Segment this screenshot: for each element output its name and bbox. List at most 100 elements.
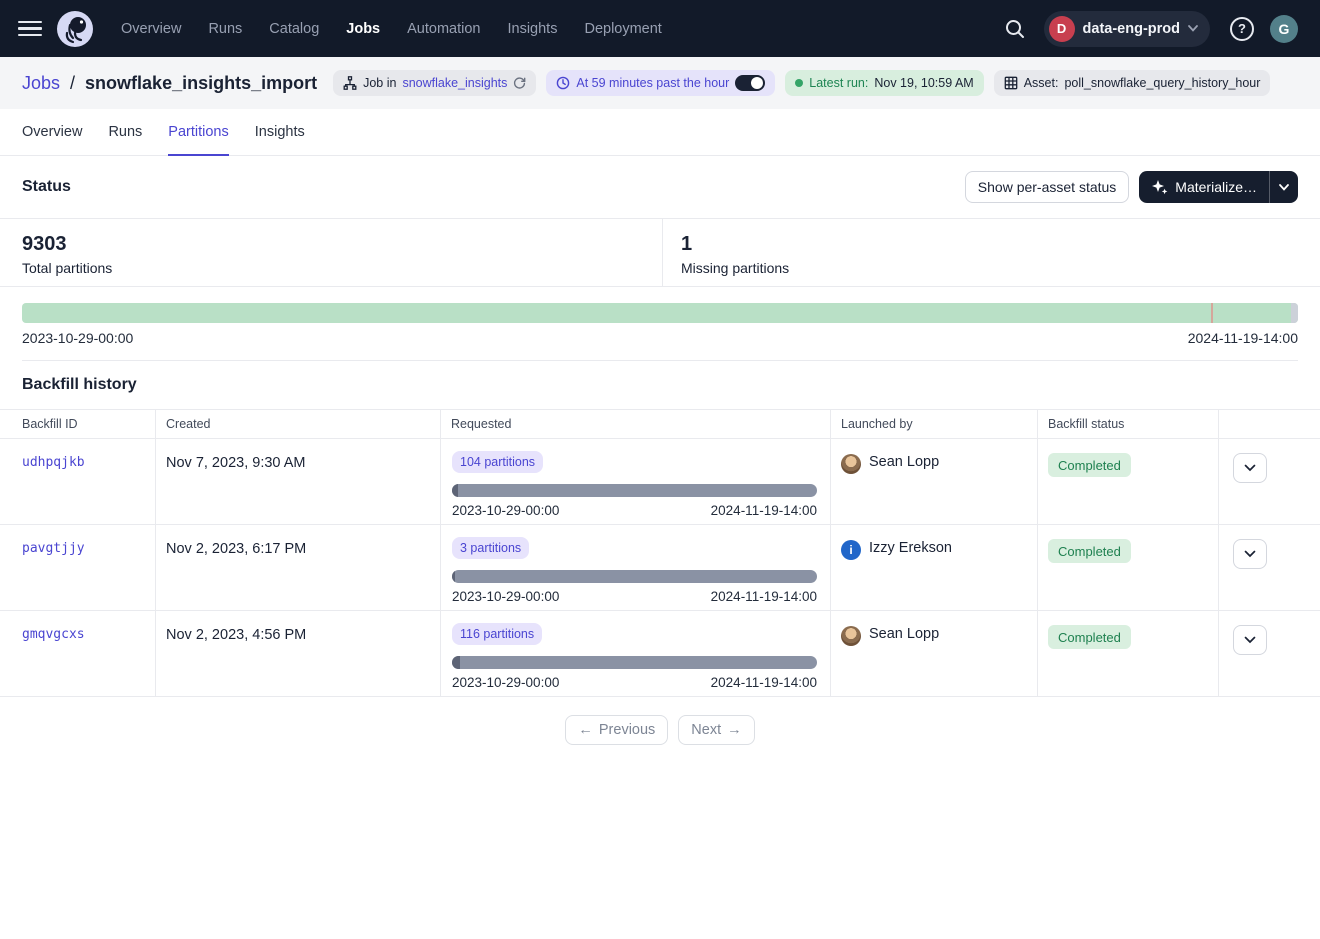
- total-partitions-label: Total partitions: [22, 260, 662, 276]
- materialize-button-group: Materialize…: [1139, 171, 1298, 203]
- arrow-left-icon: ←: [578, 722, 593, 738]
- status-badge: Completed: [1048, 625, 1131, 649]
- primary-nav: Overview Runs Catalog Jobs Automation In…: [121, 21, 662, 37]
- backfill-id-link[interactable]: udhpqjkb: [22, 455, 85, 470]
- status-title: Status: [22, 178, 71, 196]
- missing-partitions-value: 1: [681, 232, 1320, 256]
- tab-insights[interactable]: Insights: [255, 109, 305, 156]
- backfill-created: Nov 7, 2023, 9:30 AM: [155, 439, 440, 524]
- help-icon[interactable]: ?: [1230, 17, 1254, 41]
- job-graph-icon: [343, 76, 357, 90]
- chevron-down-icon: [1244, 550, 1256, 558]
- schedule-badge: At 59 minutes past the hour: [546, 70, 775, 96]
- col-backfill-status: Backfill status: [1037, 410, 1218, 438]
- nav-item-catalog[interactable]: Catalog: [269, 21, 319, 37]
- breadcrumb-bar: Jobs / snowflake_insights_import Job in …: [0, 57, 1320, 109]
- clock-icon: [556, 76, 570, 90]
- partition-range-start: 2023-10-29-00:00: [22, 330, 133, 346]
- backfill-id-link[interactable]: gmqvgcxs: [22, 627, 85, 642]
- job-location-link[interactable]: snowflake_insights: [402, 76, 507, 90]
- top-nav: Overview Runs Catalog Jobs Automation In…: [0, 0, 1320, 57]
- launched-by-name: Sean Lopp: [869, 454, 939, 470]
- range-end: 2024-11-19-14:00: [711, 589, 817, 604]
- asset-table-icon: [1004, 76, 1018, 90]
- reload-icon[interactable]: [513, 77, 526, 90]
- pagination: ← Previous Next →: [0, 715, 1320, 745]
- latest-run-time[interactable]: Nov 19, 10:59 AM: [874, 76, 973, 90]
- asset-label: Asset:: [1024, 76, 1059, 90]
- run-status-dot-icon: [795, 79, 803, 87]
- materialize-dropdown-caret[interactable]: [1269, 171, 1298, 203]
- dagster-logo-icon[interactable]: [57, 11, 93, 47]
- table-row: gmqvgcxs Nov 2, 2023, 4:56 PM 116 partit…: [0, 611, 1320, 697]
- user-letter-avatar: i: [841, 540, 861, 560]
- nav-item-overview[interactable]: Overview: [121, 21, 181, 37]
- range-start: 2023-10-29-00:00: [452, 675, 559, 690]
- table-row: udhpqjkb Nov 7, 2023, 9:30 AM 104 partit…: [0, 439, 1320, 525]
- chevron-down-icon: [1244, 464, 1256, 472]
- job-location-prefix: Job in: [363, 76, 396, 90]
- status-header: Status Show per-asset status Materialize…: [0, 156, 1320, 218]
- partition-health-bar[interactable]: [22, 303, 1298, 323]
- backfill-id-link[interactable]: pavgtjjy: [22, 541, 85, 556]
- requested-partitions-tag: 116 partitions: [452, 623, 542, 645]
- asset-badge[interactable]: Asset: poll_snowflake_query_history_hour: [994, 70, 1271, 96]
- sparkle-icon: [1151, 179, 1168, 195]
- nav-item-automation[interactable]: Automation: [407, 21, 480, 37]
- breadcrumb-separator: /: [70, 73, 75, 94]
- chevron-down-icon: [1188, 25, 1198, 32]
- partition-health-section: 2023-10-29-00:00 2024-11-19-14:00: [0, 287, 1320, 361]
- user-avatar[interactable]: G: [1270, 15, 1298, 43]
- hamburger-menu-icon[interactable]: [18, 21, 42, 37]
- latest-run-badge: Latest run: Nov 19, 10:59 AM: [785, 70, 983, 96]
- breadcrumb-jobs-link[interactable]: Jobs: [22, 73, 60, 94]
- backfill-history-title: Backfill history: [0, 361, 1320, 409]
- asset-name: poll_snowflake_query_history_hour: [1064, 76, 1260, 90]
- previous-page-button[interactable]: ← Previous: [565, 715, 668, 745]
- job-tabs: Overview Runs Partitions Insights: [0, 109, 1320, 156]
- table-row: pavgtjjy Nov 2, 2023, 6:17 PM 3 partitio…: [0, 525, 1320, 611]
- status-badge: Completed: [1048, 453, 1131, 477]
- requested-range-bar: [452, 484, 817, 497]
- range-start: 2023-10-29-00:00: [452, 503, 559, 518]
- requested-partitions-tag: 3 partitions: [452, 537, 529, 559]
- nav-item-deployment[interactable]: Deployment: [584, 21, 661, 37]
- nav-item-runs[interactable]: Runs: [208, 21, 242, 37]
- schedule-label: At 59 minutes past the hour: [576, 76, 729, 90]
- next-page-button[interactable]: Next →: [678, 715, 754, 745]
- tab-runs[interactable]: Runs: [108, 109, 142, 156]
- row-actions-button[interactable]: [1233, 539, 1267, 569]
- range-end: 2024-11-19-14:00: [711, 503, 817, 518]
- deployment-switcher[interactable]: D data-eng-prod: [1044, 11, 1210, 47]
- col-requested: Requested: [440, 410, 830, 438]
- range-start: 2023-10-29-00:00: [452, 589, 559, 604]
- backfill-created: Nov 2, 2023, 6:17 PM: [155, 525, 440, 610]
- backfill-table-header: Backfill ID Created Requested Launched b…: [0, 409, 1320, 439]
- row-actions-button[interactable]: [1233, 453, 1267, 483]
- page-title: snowflake_insights_import: [85, 73, 317, 94]
- col-created: Created: [155, 410, 440, 438]
- requested-partitions-tag: 104 partitions: [452, 451, 543, 473]
- tab-overview[interactable]: Overview: [22, 109, 82, 156]
- missing-partition-marker: [1211, 303, 1213, 323]
- tab-partitions[interactable]: Partitions: [168, 109, 228, 156]
- nav-item-jobs[interactable]: Jobs: [346, 21, 380, 37]
- arrow-right-icon: →: [727, 722, 742, 738]
- nav-item-insights[interactable]: Insights: [507, 21, 557, 37]
- latest-run-label: Latest run:: [809, 76, 868, 90]
- deployment-name: data-eng-prod: [1083, 21, 1180, 37]
- materialize-button[interactable]: Materialize…: [1139, 171, 1269, 203]
- partition-range-end: 2024-11-19-14:00: [1188, 330, 1298, 346]
- requested-range-bar: [452, 656, 817, 669]
- total-partitions-value: 9303: [22, 232, 662, 256]
- row-actions-button[interactable]: [1233, 625, 1267, 655]
- requested-range-bar: [452, 570, 817, 583]
- missing-partitions-label: Missing partitions: [681, 260, 1320, 276]
- partition-stats: 9303 Total partitions 1 Missing partitio…: [0, 218, 1320, 287]
- deployment-avatar: D: [1049, 16, 1075, 42]
- schedule-toggle[interactable]: [735, 75, 765, 91]
- col-launched-by: Launched by: [830, 410, 1037, 438]
- search-icon[interactable]: [1004, 18, 1026, 40]
- show-per-asset-status-button[interactable]: Show per-asset status: [965, 171, 1130, 203]
- backfill-created: Nov 2, 2023, 4:56 PM: [155, 611, 440, 696]
